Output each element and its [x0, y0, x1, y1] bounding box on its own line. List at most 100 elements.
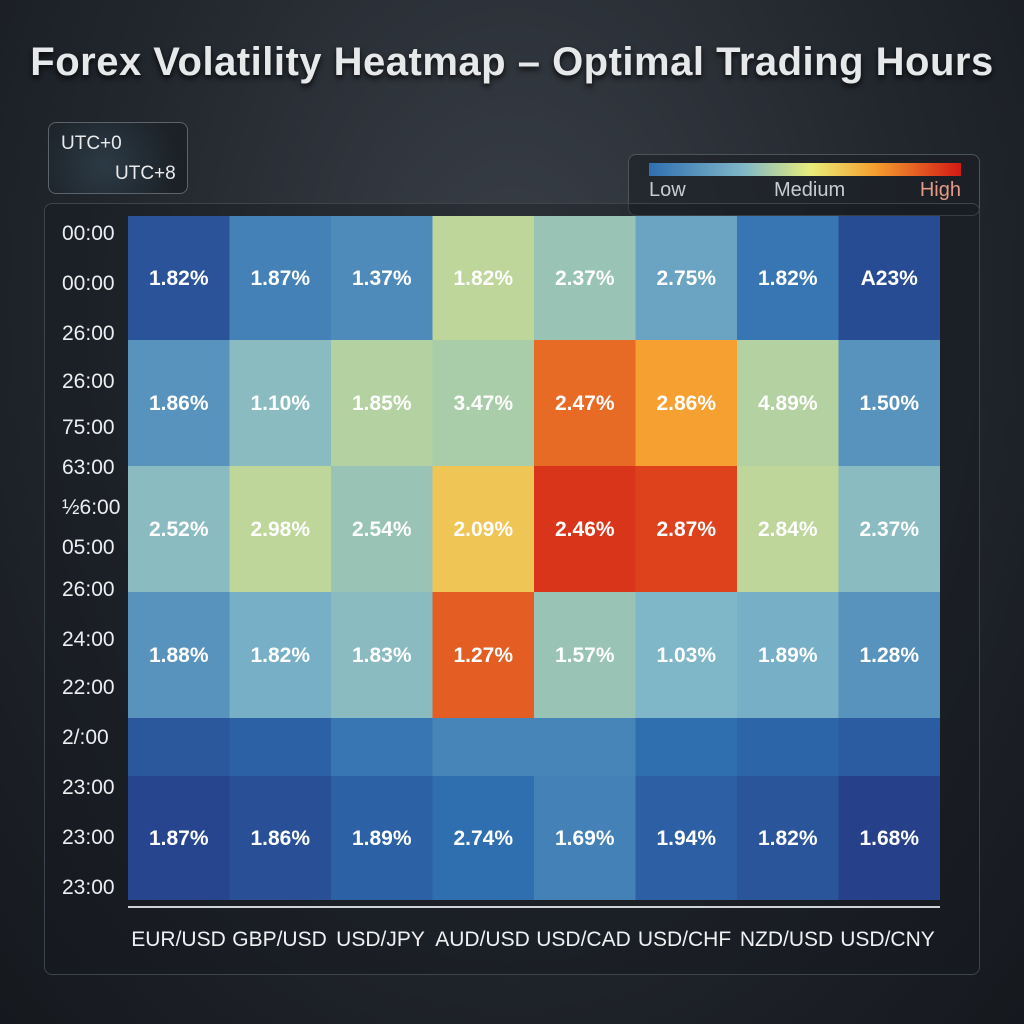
heatmap-cell — [229, 592, 332, 719]
x-tick-label-aud-usd: AUD/USD — [435, 928, 530, 951]
heatmap-cell-value: 4.89% — [758, 392, 818, 415]
x-tick-label-usd-cny: USD/CNY — [840, 928, 935, 951]
heatmap-cell — [838, 466, 940, 593]
heatmap-cell — [432, 466, 535, 593]
legend-high-label: High — [919, 179, 961, 201]
x-tick-label-eur-usd: EUR/USD — [131, 928, 226, 951]
heatmap-cell-value: 1.87% — [149, 827, 209, 850]
heatmap-cell — [838, 340, 940, 467]
heatmap-cell — [635, 216, 738, 341]
heatmap-cell — [432, 592, 535, 719]
heatmap-cell-value: 2.37% — [859, 518, 919, 541]
heatmap-cell-value: A23% — [861, 267, 919, 290]
heatmap-cell-value: 1.37% — [352, 267, 412, 290]
y-tick-label: 05:00 — [62, 536, 115, 559]
heatmap-cell — [331, 216, 433, 341]
heatmap-cell-value: 1.03% — [656, 644, 716, 667]
heatmap-cell-value: 2.46% — [555, 518, 615, 541]
heatmap-cell-value: 2.37% — [555, 267, 615, 290]
heatmap-cell — [534, 340, 636, 467]
y-tick-label: 26:00 — [62, 370, 115, 393]
y-tick-label: 24:00 — [62, 628, 115, 651]
legend-medium-label: Medium — [774, 179, 846, 201]
x-tick-label-usd-cad: USD/CAD — [536, 928, 631, 951]
timezone-utc8-label[interactable]: UTC+8 — [115, 163, 176, 184]
heatmap-cell — [432, 776, 535, 900]
heatmap-cell-value: 1.83% — [352, 644, 412, 667]
heatmap-cell — [229, 216, 332, 341]
heatmap-cell-value: 1.86% — [250, 827, 310, 850]
heatmap-cell-value: 1.82% — [149, 267, 209, 290]
heatmap-cell-value: 2.74% — [453, 827, 513, 850]
y-tick-label: 26:00 — [62, 578, 115, 601]
color-legend: Low Medium High — [628, 154, 980, 216]
heatmap-cell — [229, 466, 332, 593]
heatmap-cell — [331, 718, 433, 777]
x-axis-line — [128, 906, 940, 908]
heatmap-cell — [838, 718, 940, 777]
heatmap-cell-value: 1.28% — [859, 644, 919, 667]
heatmap-cell-value: 1.89% — [352, 827, 412, 850]
heatmap-cell-value: 2.52% — [149, 518, 209, 541]
heatmap-cell-value: 1.10% — [250, 392, 310, 415]
heatmap-cell — [737, 776, 839, 900]
heatmap-cell-value: 1.82% — [758, 267, 818, 290]
y-tick-label: 23:00 — [62, 876, 115, 899]
heatmap-cell — [635, 466, 738, 593]
heatmap-cell — [534, 466, 636, 593]
heatmap-cell — [331, 776, 433, 900]
heatmap-cell-value: 1.88% — [149, 644, 209, 667]
heatmap-cell — [331, 466, 433, 593]
heatmap-cell — [432, 718, 535, 777]
heatmap-cell-value: 1.85% — [352, 392, 412, 415]
heatmap-cell-value: 1.94% — [656, 827, 716, 850]
heatmap-cell — [838, 592, 940, 719]
heatmap-cell-value: 2.54% — [352, 518, 412, 541]
heatmap-cell — [635, 718, 738, 777]
heatmap-cell-value: 1.27% — [453, 644, 513, 667]
heatmap-cell-value: 1.82% — [758, 827, 818, 850]
heatmap-cell — [432, 216, 535, 341]
y-tick-label: 22:00 — [62, 676, 115, 699]
heatmap-cell — [737, 466, 839, 593]
heatmap-cell — [128, 718, 230, 777]
heatmap-cell-value: 2.98% — [250, 518, 310, 541]
x-tick-label-usd-jpy: USD/JPY — [336, 928, 425, 951]
heatmap-cell-value: 1.57% — [555, 644, 615, 667]
y-tick-label: 00:00 — [62, 222, 115, 245]
heatmap-grid: 1.82% 1.87% 1.37% 1.82% 2.37% 2.75% 1.82% A23% 1… — [128, 216, 940, 900]
heatmap-cell-value: 3.47% — [453, 392, 513, 415]
timezone-selector[interactable]: UTC+0 UTC+8 — [48, 122, 188, 194]
heatmap-cell — [128, 776, 230, 900]
timezone-utc0-label[interactable]: UTC+0 — [61, 133, 122, 154]
heatmap-cell-value: 2.47% — [555, 392, 615, 415]
heatmap-cell — [331, 592, 433, 719]
heatmap-cell-value: 2.84% — [758, 518, 818, 541]
y-tick-label: 63:00 — [62, 456, 115, 479]
heatmap-cell-value: 2.75% — [656, 267, 716, 290]
heatmap-cell — [534, 776, 636, 900]
heatmap-cell — [635, 592, 738, 719]
heatmap-cell — [534, 718, 636, 777]
y-tick-label: 2/:00 — [62, 726, 109, 749]
heatmap-cell-value: 1.86% — [149, 392, 209, 415]
heatmap-cell-value: 1.87% — [250, 267, 310, 290]
heatmap-cell — [534, 216, 636, 341]
x-tick-label-nzd-usd: NZD/USD — [739, 928, 834, 951]
heatmap-cell — [128, 592, 230, 719]
x-tick-label-usd-chf: USD/CHF — [637, 928, 732, 951]
heatmap-cell-value: 2.09% — [453, 518, 513, 541]
y-tick-label: ½6:00 — [62, 496, 121, 519]
heatmap-cell — [838, 776, 940, 900]
y-tick-label: 26:00 — [62, 322, 115, 345]
heatmap-cell — [229, 776, 332, 900]
heatmap-cell — [635, 340, 738, 467]
heatmap-cell-value: 1.50% — [859, 392, 919, 415]
heatmap-cell — [737, 718, 839, 777]
heatmap-cell-value: 1.69% — [555, 827, 615, 850]
heatmap-cell — [331, 340, 433, 467]
y-tick-label: 23:00 — [62, 826, 115, 849]
heatmap-cell-value: 1.68% — [859, 827, 919, 850]
heatmap-cell — [128, 340, 230, 467]
heatmap-cell — [534, 592, 636, 719]
